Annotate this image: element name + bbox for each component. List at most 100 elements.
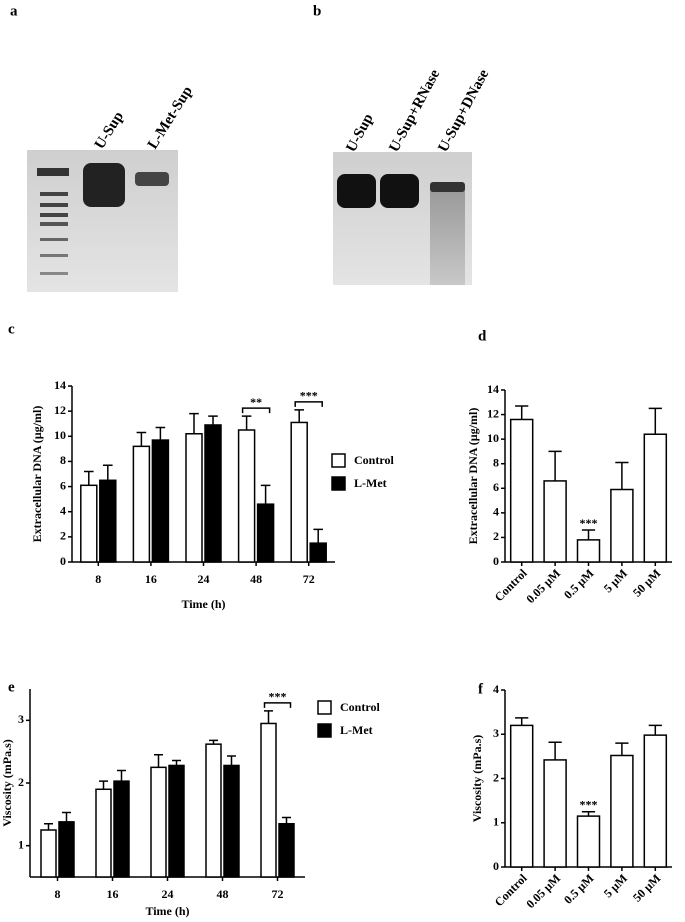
annotation: *** [269, 690, 287, 704]
error-bar [264, 710, 273, 724]
bar [185, 433, 203, 563]
x-tick-label: 24 [198, 572, 210, 586]
bar [610, 488, 634, 563]
error-bar [548, 741, 562, 760]
x-tick-label: 50 µM [630, 566, 663, 599]
error-bar [136, 431, 147, 447]
bar [543, 759, 567, 868]
error-bar [154, 754, 163, 768]
x-tick-label: 8 [95, 572, 101, 586]
legend-swatch [317, 723, 332, 738]
error-bar [99, 780, 108, 790]
significance-bracket [294, 401, 323, 407]
panel-label: a [10, 3, 18, 19]
y-tick-label: 0 [493, 859, 499, 873]
error-bar [209, 739, 218, 745]
bar [113, 780, 130, 878]
bar [223, 764, 240, 878]
error-bar [648, 724, 662, 736]
x-tick-label: 50 µM [630, 871, 663, 904]
bar [643, 734, 668, 868]
lane-label: U-Sup [92, 109, 127, 152]
y-tick-label: 4 [60, 503, 66, 517]
error-bar [313, 528, 323, 544]
legend-swatch [331, 453, 346, 468]
error-bar [581, 810, 596, 817]
y-axis-label: Viscosity (mPa.s) [0, 739, 14, 827]
lane-label: L-Met-Sup [145, 84, 196, 153]
bar [309, 542, 327, 563]
annotation: *** [300, 389, 318, 403]
gel-image [333, 152, 472, 285]
y-tick-label: 6 [493, 480, 499, 494]
bar [509, 724, 534, 868]
x-tick-label: 5 µM [601, 566, 630, 595]
significance-bracket [241, 407, 271, 414]
bar [80, 484, 98, 563]
y-tick-label: 14 [54, 378, 66, 392]
error-bar [227, 755, 236, 766]
bar [576, 539, 601, 563]
y-tick-label: 12 [487, 406, 499, 420]
bar [40, 829, 57, 878]
y-tick-label: 3 [493, 726, 499, 740]
legend-label: Control [340, 700, 380, 714]
error-bar [155, 426, 166, 441]
x-tick-label: 72 [303, 572, 315, 586]
y-tick-label: 4 [493, 505, 499, 519]
y-tick-label: 1 [493, 815, 499, 829]
legend-swatch [317, 700, 332, 715]
y-tick-label: 8 [60, 453, 66, 467]
error-bar [208, 415, 218, 425]
bar [509, 418, 534, 563]
y-tick-label: 0 [60, 554, 66, 568]
error-bar [62, 811, 71, 822]
gel-image [27, 150, 178, 292]
y-tick-label: 2 [493, 529, 499, 543]
significance-bracket [263, 702, 292, 708]
bar [278, 822, 295, 878]
error-bar [282, 816, 291, 824]
annotation: *** [580, 797, 598, 811]
y-tick-label: 3 [18, 712, 24, 726]
error-bar [44, 822, 53, 830]
y-tick-label: 2 [60, 529, 66, 543]
lane-label: U-Sup+RNase [386, 67, 443, 155]
legend-label: L-Met [340, 723, 373, 737]
panel-label: c [8, 321, 15, 337]
bar [99, 479, 117, 563]
x-axis-label: Time (h) [145, 904, 189, 918]
x-tick-label: 0.05 µM [523, 566, 563, 606]
legend-label: L-Met [354, 476, 387, 490]
error-bar [615, 461, 629, 490]
bar [150, 766, 167, 878]
legend-label: Control [354, 453, 394, 467]
panel-label: b [313, 3, 321, 19]
y-tick-label: 6 [60, 478, 66, 492]
x-tick-label: 24 [162, 887, 174, 901]
x-tick-label: 16 [107, 887, 119, 901]
error-bar [172, 759, 181, 766]
y-tick-label: 2 [18, 775, 24, 789]
bar [204, 424, 222, 563]
error-bar [294, 409, 304, 423]
bar [256, 503, 275, 563]
bar [610, 754, 634, 868]
y-tick-label: 10 [487, 431, 499, 445]
bar [205, 743, 222, 878]
y-tick-label: 8 [493, 455, 499, 469]
x-tick-label: 72 [272, 887, 284, 901]
error-bar [548, 450, 562, 481]
y-tick-label: 14 [487, 382, 499, 396]
error-bar [581, 529, 596, 540]
y-tick-label: 4 [493, 682, 499, 696]
bar [151, 439, 170, 563]
error-bar [84, 470, 94, 486]
annotation: ** [250, 395, 262, 409]
x-axis-label: Time (h) [181, 597, 225, 611]
bar [95, 788, 112, 878]
x-tick-label: 0.05 µM [523, 871, 563, 911]
error-bar [515, 405, 529, 420]
bar [168, 764, 185, 878]
error-bar [241, 415, 252, 430]
